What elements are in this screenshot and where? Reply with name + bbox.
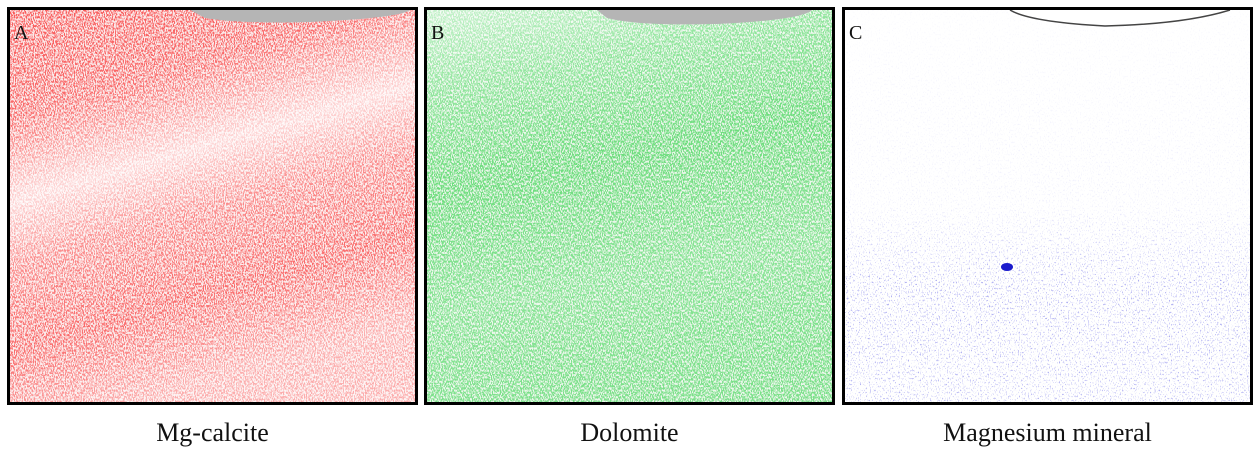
panel-label: C <box>849 22 863 44</box>
panel-label: B <box>431 22 445 44</box>
caption: Magnesium mineral <box>943 418 1152 447</box>
panel-c: C <box>842 7 1253 405</box>
map-b <box>427 10 832 402</box>
panel-b: B <box>424 7 835 405</box>
map-c <box>845 10 1250 402</box>
map-a <box>10 10 415 402</box>
caption: Dolomite <box>580 418 679 447</box>
panel-a: A <box>7 7 418 405</box>
caption: Mg-calcite <box>156 418 269 447</box>
panel-label: A <box>14 22 29 44</box>
